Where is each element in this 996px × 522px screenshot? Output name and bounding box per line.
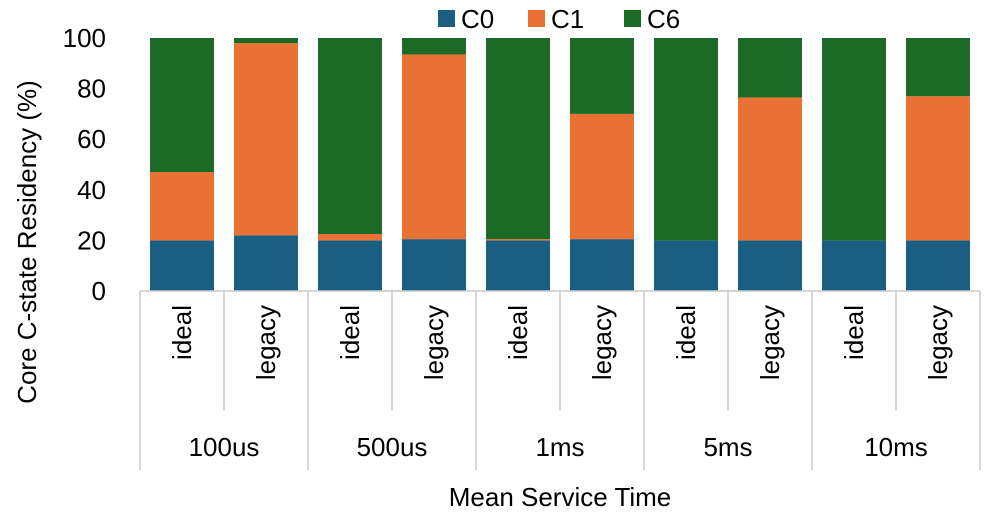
group-label-100us: 100us — [189, 432, 260, 462]
group-label-10ms: 10ms — [864, 432, 928, 462]
category-label-7: legacy — [755, 305, 785, 380]
group-label-500us: 500us — [357, 432, 428, 462]
bar-c6-4 — [486, 38, 550, 240]
bar-c0-1 — [234, 235, 298, 291]
bars — [150, 38, 970, 291]
legend-label-c1: C1 — [551, 4, 584, 34]
legend-swatch-c6 — [624, 10, 641, 27]
legend-swatch-c1 — [528, 10, 545, 27]
bar-c6-2 — [318, 38, 382, 235]
x-axis: ideal legacy ideal legacy ideal legacy ideal le… — [139, 290, 981, 470]
bar-c6-9 — [906, 38, 970, 97]
group-label-1ms: 1ms — [535, 432, 584, 462]
category-label-3: legacy — [419, 305, 449, 380]
bar-c0-7 — [738, 240, 802, 291]
bar-c6-8 — [822, 38, 886, 241]
bar-c6-6 — [654, 38, 718, 241]
category-label-6: ideal — [671, 305, 701, 360]
bar-c1-3 — [402, 54, 466, 240]
bar-c0-4 — [486, 240, 550, 291]
legend: C0 C1 C6 — [438, 4, 680, 34]
bar-c6-1 — [234, 38, 298, 44]
category-label-9: legacy — [923, 305, 953, 380]
category-label-4: ideal — [503, 305, 533, 360]
category-label-5: legacy — [587, 305, 617, 380]
y-tick-label-60: 60 — [77, 124, 106, 154]
bar-c0-8 — [822, 240, 886, 291]
bar-c0-6 — [654, 240, 718, 291]
legend-label-c0: C0 — [461, 4, 494, 34]
category-label-1: legacy — [251, 305, 281, 380]
category-label-2: ideal — [335, 305, 365, 360]
bar-c1-4 — [486, 239, 550, 241]
bar-c6-5 — [570, 38, 634, 114]
bar-c1-5 — [570, 113, 634, 240]
category-label-0: ideal — [167, 305, 197, 360]
bar-c6-7 — [738, 38, 802, 98]
y-tick-label-40: 40 — [77, 175, 106, 205]
category-label-8: ideal — [839, 305, 869, 360]
bar-c1-0 — [150, 172, 214, 241]
bar-c1-9 — [906, 96, 970, 241]
bar-c6-0 — [150, 38, 214, 173]
bar-c0-0 — [150, 240, 214, 291]
legend-label-c6: C6 — [647, 4, 680, 34]
legend-swatch-c0 — [438, 10, 455, 27]
bar-c1-2 — [318, 234, 382, 241]
y-axis-title: Core C-state Residency (%) — [12, 80, 42, 404]
y-axis: 0 20 40 60 80 100 — [63, 23, 106, 306]
bar-c1-7 — [738, 97, 802, 241]
bar-c0-2 — [318, 240, 382, 291]
bar-c1-1 — [234, 43, 298, 236]
bar-c0-3 — [402, 239, 466, 291]
bar-c6-3 — [402, 38, 466, 55]
group-label-5ms: 5ms — [703, 432, 752, 462]
y-tick-label-0: 0 — [92, 276, 106, 306]
bar-c0-9 — [906, 240, 970, 291]
y-tick-label-20: 20 — [77, 225, 106, 255]
x-axis-title: Mean Service Time — [449, 482, 672, 512]
y-tick-label-80: 80 — [77, 74, 106, 104]
y-tick-label-100: 100 — [63, 23, 106, 53]
bar-c0-5 — [570, 239, 634, 291]
